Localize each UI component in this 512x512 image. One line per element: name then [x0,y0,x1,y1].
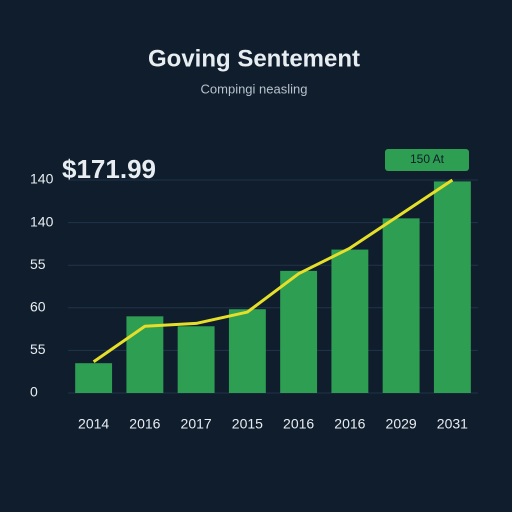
y-tick-label: 140 [30,171,54,187]
y-tick-label: 140 [30,213,54,229]
annotation-box [385,149,469,171]
bar [228,309,266,393]
x-tick-label: 2016 [283,416,314,432]
annotation: 150 At [410,152,445,166]
y-tick-label: 55 [30,256,46,272]
y-tick-label: 55 [30,341,46,357]
line [92,178,454,363]
bar [382,218,420,393]
x-tick-label: 2029 [386,416,417,432]
chart-title: Goving Sentement [148,45,360,72]
x-tick-label: 2016 [334,416,365,432]
x-tick-label: 2031 [437,416,468,432]
bar [75,363,113,393]
headline: $171.99 [62,154,156,184]
bar [433,181,471,393]
x-tick-label: 2017 [181,416,212,432]
y-tick-label: 60 [30,299,46,315]
bar [177,326,215,393]
bar [331,249,369,393]
bar [126,316,164,393]
x-tick-label: 2016 [129,416,160,432]
y-tick-label: 0 [30,384,38,400]
x-tick-label: 2015 [232,416,263,432]
x-tick-label: 2014 [78,416,109,432]
chart-subtitle: Compingi neasling [201,81,308,96]
bar [280,270,318,393]
